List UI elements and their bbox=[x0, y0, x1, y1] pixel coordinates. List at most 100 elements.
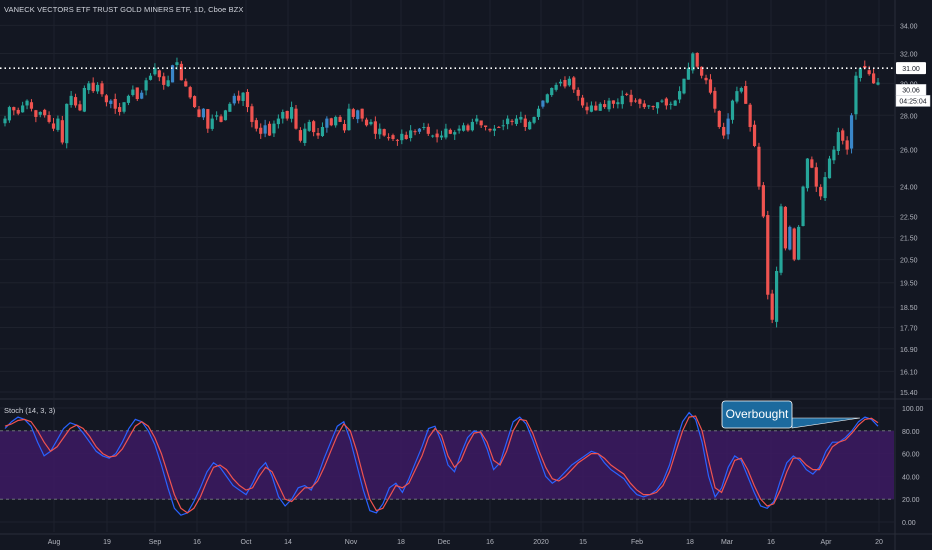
candle-body bbox=[272, 123, 276, 134]
hline-tag-bg bbox=[896, 62, 926, 75]
candle-body bbox=[792, 228, 796, 260]
candle-body bbox=[43, 109, 47, 116]
time-tick-label: 16 bbox=[486, 539, 494, 546]
candle-body bbox=[453, 132, 457, 135]
candle-body bbox=[766, 215, 770, 295]
candle-body bbox=[298, 130, 303, 141]
candle-body bbox=[100, 83, 104, 95]
candle-body bbox=[752, 124, 757, 147]
candle-body bbox=[170, 65, 175, 83]
candle-body bbox=[21, 105, 25, 113]
candle-body bbox=[56, 118, 60, 130]
price-tick-label: 24.00 bbox=[900, 185, 918, 192]
candle-body bbox=[329, 118, 333, 126]
candle-body bbox=[7, 107, 12, 121]
candle-body bbox=[836, 132, 840, 151]
price-tick-label: 28.00 bbox=[900, 113, 918, 120]
candle-body bbox=[135, 87, 139, 100]
candle-body bbox=[281, 111, 285, 119]
horizontal-line-31[interactable]: 31.00 bbox=[0, 62, 926, 75]
candle-body bbox=[307, 121, 311, 131]
candle-body bbox=[594, 105, 598, 111]
candle-body bbox=[647, 105, 651, 107]
candle-body bbox=[87, 83, 91, 91]
candle-body bbox=[144, 80, 148, 91]
candle-body bbox=[655, 102, 660, 109]
candle-body bbox=[153, 68, 157, 75]
candle-body bbox=[245, 91, 250, 108]
candle-body bbox=[744, 86, 748, 104]
candle-body bbox=[611, 100, 616, 104]
candle-body bbox=[558, 81, 563, 84]
candle-body bbox=[660, 100, 664, 102]
candle-body bbox=[250, 106, 254, 122]
candle-body bbox=[519, 116, 523, 120]
callout-text: Overbought bbox=[726, 407, 789, 421]
price-tick-label: 18.50 bbox=[900, 305, 918, 312]
candle-body bbox=[616, 102, 620, 105]
candle-body bbox=[770, 293, 774, 320]
candle-body bbox=[320, 126, 325, 137]
candle-body bbox=[700, 66, 704, 76]
time-tick-label: 16 bbox=[193, 539, 201, 546]
candle-body bbox=[439, 135, 444, 138]
candle-body bbox=[620, 95, 624, 105]
candle-body bbox=[554, 84, 558, 90]
candle-body bbox=[360, 108, 364, 119]
stoch-indicator-label[interactable]: Stoch (14, 3, 3) bbox=[4, 406, 56, 415]
candle-body bbox=[448, 129, 452, 134]
candle-body bbox=[338, 116, 342, 122]
candle-body bbox=[528, 121, 532, 130]
candle-body bbox=[625, 93, 629, 95]
candle-body bbox=[686, 68, 691, 80]
price-tick-label: 22.50 bbox=[900, 214, 918, 221]
candle-body bbox=[378, 128, 382, 135]
candle-body bbox=[819, 187, 823, 197]
candle-body bbox=[642, 103, 646, 108]
candle-body bbox=[523, 118, 527, 127]
candle-body bbox=[162, 76, 166, 85]
candle-body bbox=[730, 100, 735, 120]
candle-body bbox=[783, 206, 788, 249]
candle-body bbox=[73, 97, 78, 106]
candle-body bbox=[567, 78, 571, 86]
candle-body bbox=[395, 139, 400, 141]
time-tick-label: 2020 bbox=[533, 539, 549, 546]
candle-body bbox=[38, 111, 42, 115]
candle-body bbox=[179, 63, 183, 81]
time-tick-label: Oct bbox=[241, 539, 252, 546]
candle-body bbox=[78, 104, 82, 111]
candle-body bbox=[342, 123, 347, 131]
time-tick-label: 20 bbox=[875, 539, 883, 546]
candle-body bbox=[841, 130, 845, 141]
stoch-d-line bbox=[4, 415, 879, 514]
candle-body bbox=[823, 177, 827, 198]
candle-body bbox=[25, 100, 29, 106]
candle-body bbox=[492, 128, 497, 131]
time-tick-label: 18 bbox=[397, 539, 405, 546]
time-tick-label: 15 bbox=[579, 539, 587, 546]
candle-body bbox=[598, 103, 602, 111]
time-tick-label: Mar bbox=[721, 539, 734, 546]
candle-body bbox=[82, 87, 86, 112]
candle-body bbox=[470, 121, 474, 131]
candle-body bbox=[34, 110, 38, 117]
candle-body bbox=[109, 100, 113, 104]
candle-body bbox=[695, 52, 699, 67]
candle-body bbox=[603, 104, 607, 108]
candle-body bbox=[536, 108, 541, 117]
candle-body bbox=[514, 118, 519, 124]
price-tick-label: 16.90 bbox=[900, 347, 918, 354]
candle-body bbox=[651, 106, 655, 108]
candle-body bbox=[545, 94, 549, 103]
candle-body bbox=[801, 186, 805, 227]
time-tick-label: Nov bbox=[345, 539, 358, 546]
candle-body bbox=[858, 68, 862, 78]
candle-body bbox=[104, 95, 109, 103]
candle-body bbox=[849, 115, 854, 149]
candle-body bbox=[373, 121, 377, 134]
candle-body bbox=[726, 118, 730, 135]
candle-body bbox=[677, 91, 682, 100]
candle-body bbox=[12, 107, 16, 111]
candle-body bbox=[682, 78, 686, 94]
